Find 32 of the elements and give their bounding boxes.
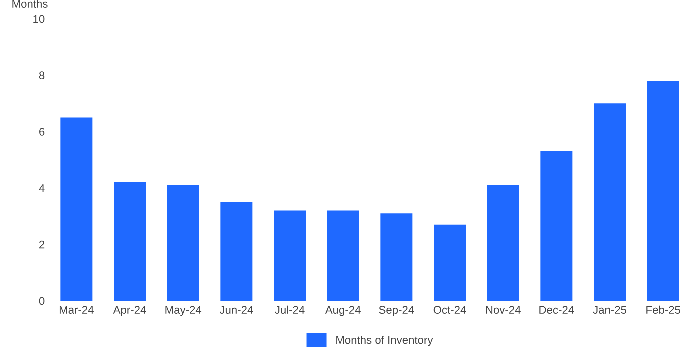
- x-tick-label: Dec-24: [540, 306, 574, 314]
- bar: [434, 224, 466, 301]
- y-axis-title: Months: [12, 0, 48, 8]
- bar: [60, 118, 93, 301]
- bar: [327, 210, 360, 301]
- bar: [274, 210, 306, 301]
- bar: [540, 152, 573, 301]
- y-tick-label: 4: [39, 184, 45, 192]
- bar: [220, 202, 253, 301]
- x-tick-label: Feb-25: [646, 306, 680, 314]
- y-tick-label: 10: [34, 15, 45, 24]
- bar: [594, 104, 626, 301]
- x-tick-label: Jul-24: [275, 306, 305, 314]
- x-tick-label: Jun-24: [220, 306, 254, 314]
- x-tick-label: Sep-24: [379, 306, 414, 316]
- bar: [487, 185, 520, 301]
- bar: [114, 182, 146, 301]
- x-tick-label: Oct-24: [434, 306, 466, 314]
- y-tick-label: 8: [39, 72, 45, 80]
- x-tick-label: Nov-24: [486, 306, 521, 314]
- x-tick-label: May-24: [166, 306, 202, 316]
- bar: [167, 185, 200, 301]
- x-tick-label: Mar-24: [60, 306, 94, 314]
- legend-label: Months of Inventory: [336, 336, 434, 346]
- y-tick-label: 2: [40, 240, 45, 249]
- x-tick-label: Jan-25: [593, 306, 627, 314]
- bar: [380, 214, 413, 301]
- bar: [647, 81, 680, 301]
- x-tick-label: Apr-24: [113, 306, 146, 316]
- y-tick-label: 6: [40, 128, 45, 136]
- y-tick-label: 0: [39, 297, 45, 306]
- x-tick-label: Aug-24: [325, 306, 361, 316]
